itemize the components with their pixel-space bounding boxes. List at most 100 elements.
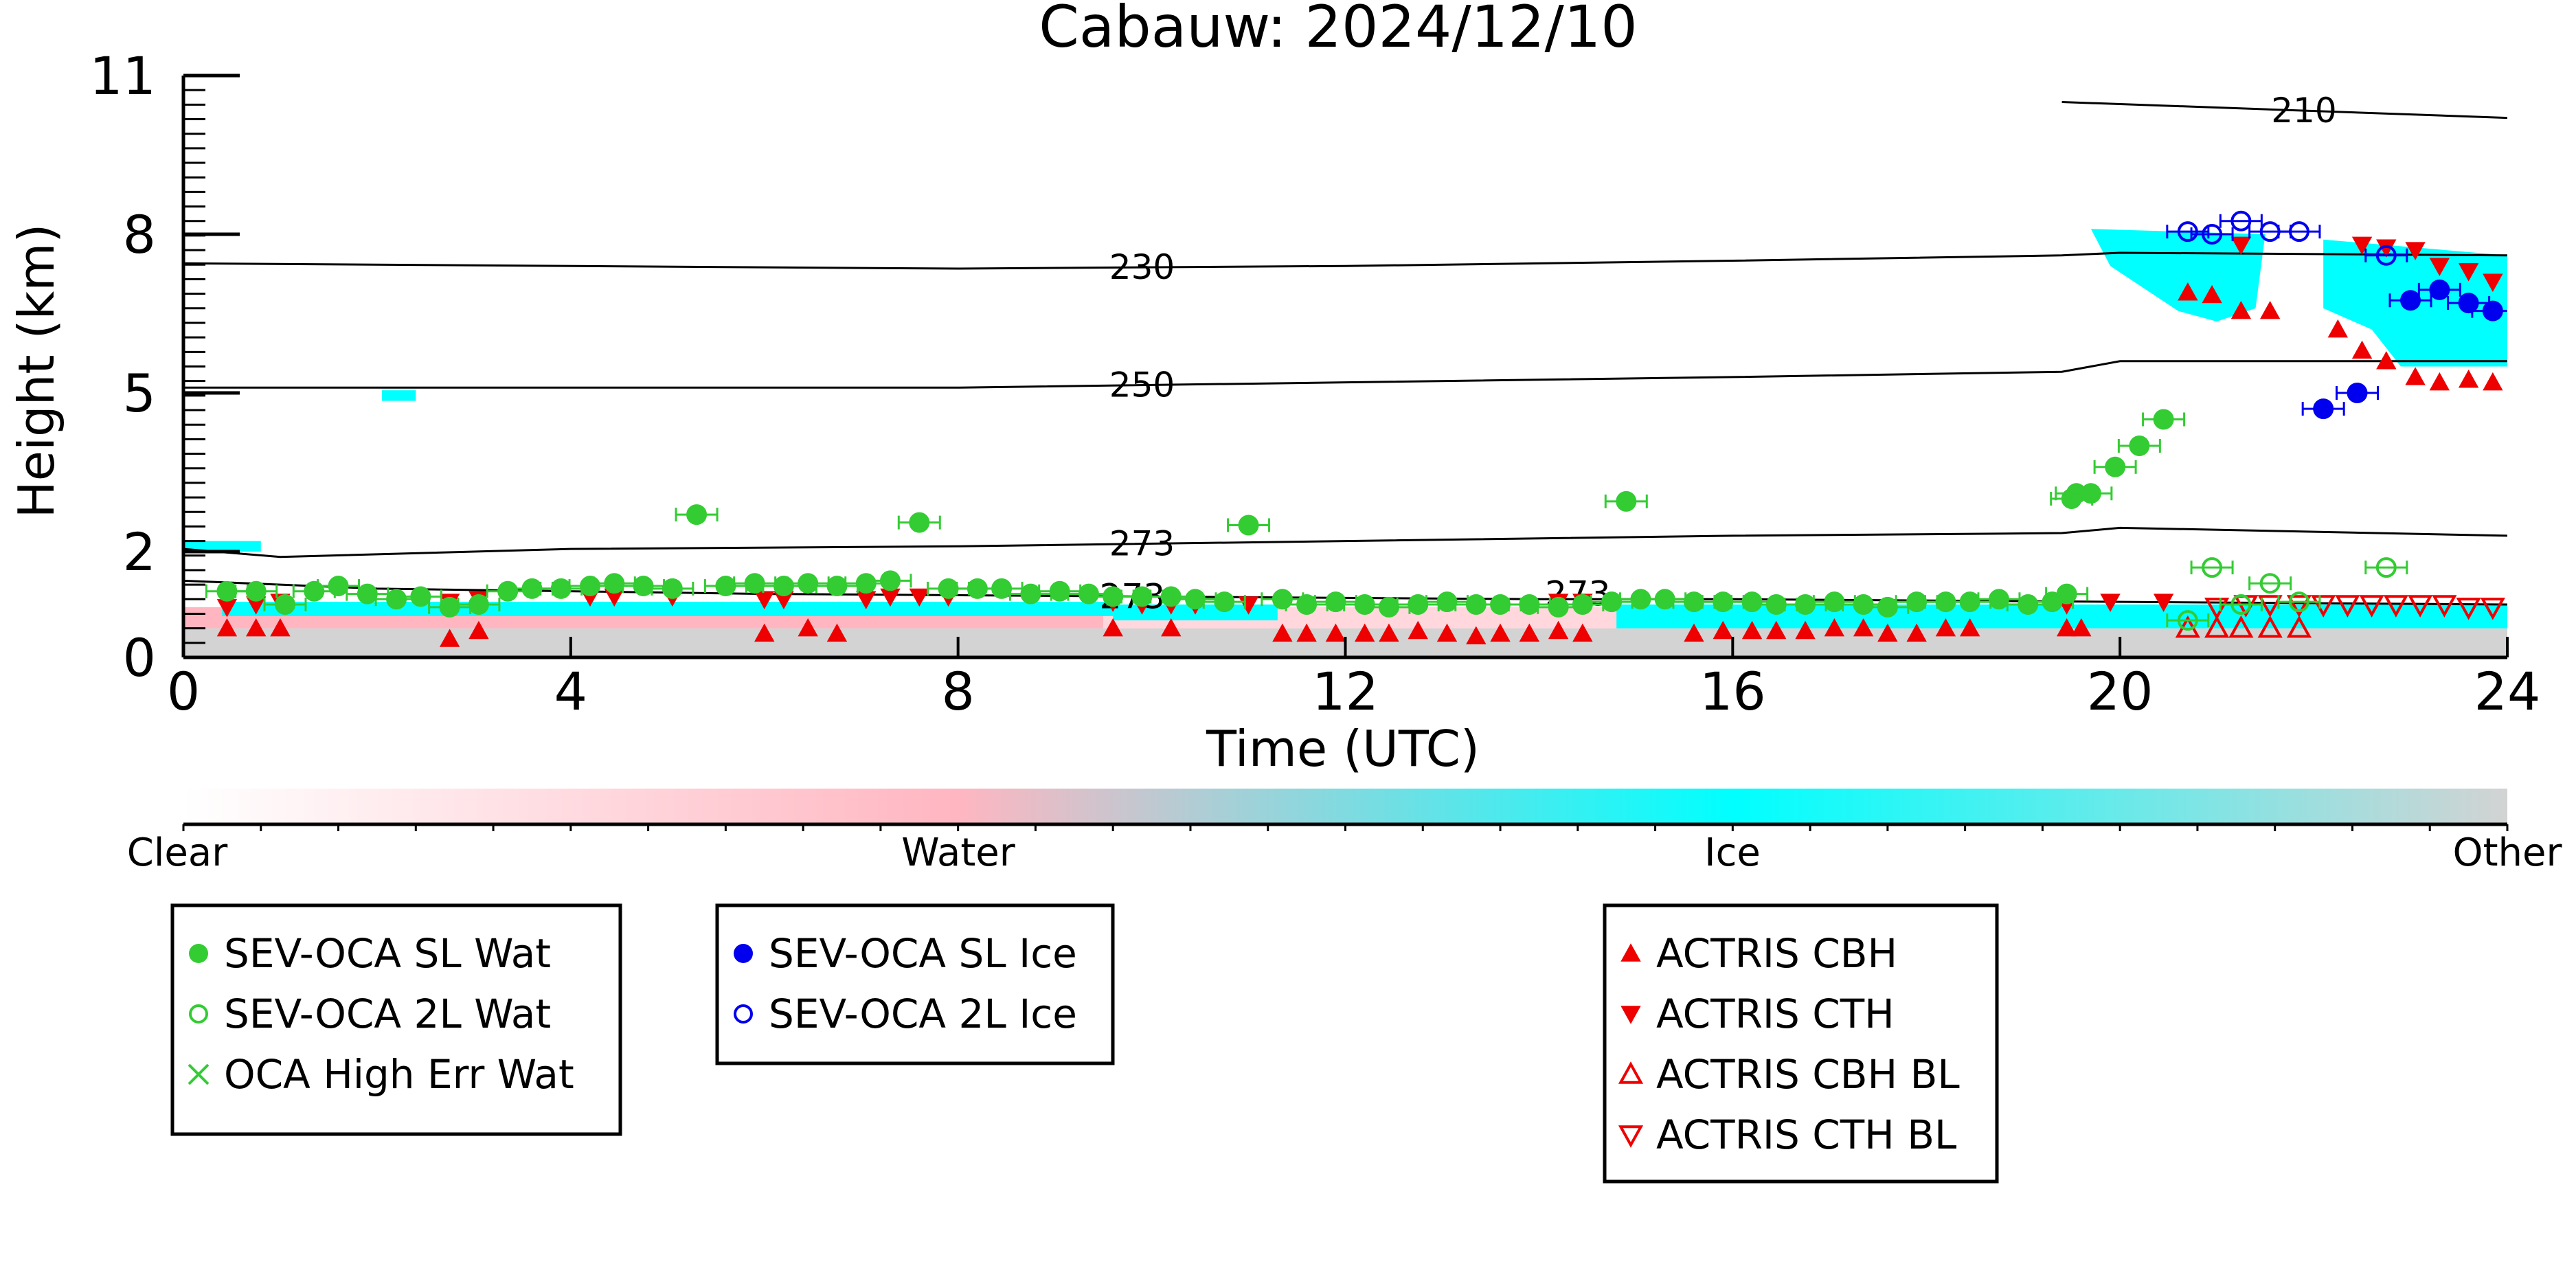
series-sev-oca-sl-ice	[2301, 279, 2507, 420]
isotherm-label: 250	[1109, 365, 1175, 405]
ice-patch	[381, 390, 416, 401]
data-point	[2400, 290, 2421, 311]
data-point	[2458, 293, 2479, 314]
legend-item: ACTRIS CTH	[1620, 991, 1895, 1037]
legend-label: SEV-OCA 2L Ice	[769, 991, 1077, 1037]
data-point	[1654, 589, 1675, 610]
colorbar-gradient	[183, 789, 2507, 824]
data-point	[686, 504, 708, 526]
data-point	[2177, 221, 2198, 242]
data-point	[2429, 258, 2450, 276]
data-point	[744, 573, 765, 594]
data-point	[1853, 618, 1874, 637]
data-point	[1906, 591, 1928, 613]
data-point	[2018, 594, 2039, 615]
data-point	[2405, 242, 2426, 260]
data-point	[2259, 573, 2281, 594]
isotherm-line	[2061, 101, 2507, 120]
ice-band	[1616, 605, 2507, 629]
colorbar-label-ice: Ice	[1704, 831, 1761, 875]
data-point	[1935, 591, 1956, 613]
series-sev-oca-sl-wat	[205, 409, 2186, 618]
data-point	[2483, 273, 2503, 292]
legend-frame	[715, 903, 1115, 1065]
data-point	[410, 586, 431, 607]
colorbar-label-water: Water	[901, 831, 1016, 875]
data-point	[2257, 615, 2283, 638]
data-point	[715, 576, 736, 597]
data-point	[754, 591, 775, 609]
data-point	[909, 512, 930, 533]
data-point	[2375, 245, 2397, 266]
data-point	[2202, 284, 2222, 304]
data-point	[1795, 620, 1816, 640]
data-point	[1572, 623, 1593, 642]
data-point	[245, 580, 267, 602]
data-point	[2313, 398, 2334, 420]
data-point	[633, 576, 654, 597]
data-point	[798, 573, 819, 594]
data-point	[2351, 236, 2373, 256]
data-point	[1630, 589, 1651, 610]
data-point	[967, 578, 988, 599]
colorbar: Clear Water Ice Other	[127, 789, 2562, 875]
data-point	[216, 618, 238, 637]
isotherm-layer: 210230250273273273	[183, 91, 2507, 616]
data-point	[1378, 596, 1399, 618]
legend-item: SEV-OCA SL Wat	[189, 930, 551, 977]
data-point	[1824, 618, 1845, 637]
data-point	[773, 591, 794, 609]
legend-marker	[1620, 943, 1641, 962]
legend-marker	[1618, 1061, 1644, 1084]
data-point	[270, 618, 291, 637]
data-point	[2335, 595, 2360, 618]
data-point	[2375, 557, 2397, 578]
data-point	[1354, 623, 1375, 642]
data-point	[1020, 583, 1041, 605]
data-point	[2105, 456, 2126, 477]
data-point	[1436, 623, 1458, 642]
data-point	[2153, 594, 2174, 612]
data-point	[754, 623, 775, 642]
data-point	[580, 576, 601, 597]
data-point	[1379, 623, 1399, 642]
x-tick-label: 0	[167, 661, 200, 722]
data-point	[1766, 620, 1787, 640]
data-point	[2432, 595, 2457, 618]
data-point	[2429, 372, 2450, 391]
x-tick-label: 8	[941, 661, 974, 722]
data-point	[826, 623, 848, 642]
data-point	[991, 578, 1013, 599]
legend-item: SEV-OCA SL Ice	[734, 930, 1077, 977]
data-point	[1214, 591, 1235, 613]
legend-box: SEV-OCA SL Ice SEV-OCA 2L Ice	[715, 903, 1115, 1065]
series-actris-cbh	[216, 282, 2503, 647]
data-point	[2376, 239, 2397, 258]
data-point	[855, 573, 877, 594]
data-point	[826, 576, 848, 597]
data-point	[1049, 580, 1070, 602]
y-tick-label: 2	[123, 521, 156, 583]
y-tick-label: 11	[89, 45, 156, 106]
data-point	[1272, 623, 1293, 642]
data-point	[2230, 210, 2252, 231]
axes: 0 2 5 8 11 0 4 8 12 16 20 24	[89, 45, 2540, 722]
data-point	[521, 578, 543, 599]
data-point	[1741, 620, 1763, 640]
y-axis-label: Height (km)	[8, 224, 65, 519]
legend-box: ACTRIS CBH ACTRIS CTH ACTRIS CBH BL ACTRIS …	[1603, 903, 1999, 1184]
data-point	[439, 629, 460, 647]
data-point	[1713, 591, 1734, 613]
legend-item: ACTRIS CBH	[1620, 930, 1897, 977]
legend-marker	[189, 1004, 208, 1024]
data-point	[1935, 618, 1956, 637]
legend-frame	[1603, 903, 1999, 1184]
data-point	[2129, 436, 2150, 456]
data-point	[1272, 589, 1293, 610]
data-point	[2204, 598, 2230, 620]
legend-label: OCA High Err Wat	[224, 1051, 574, 1098]
data-point	[2482, 300, 2503, 321]
data-point	[2311, 595, 2336, 618]
data-point	[1466, 626, 1487, 644]
